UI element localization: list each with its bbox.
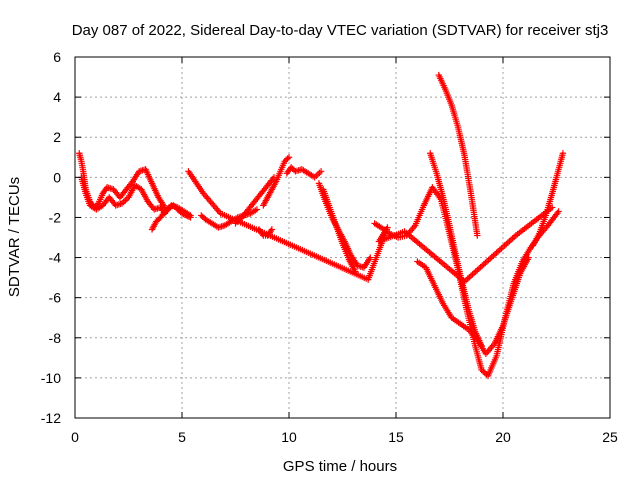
- data-point: [253, 206, 261, 213]
- series-early-a: [76, 150, 169, 211]
- data-point: [503, 240, 510, 248]
- y-tick-label: -6: [49, 290, 62, 306]
- series-late-rise: [529, 150, 567, 249]
- data-point: [470, 269, 478, 277]
- data-point: [496, 246, 503, 254]
- data-point: [165, 204, 173, 211]
- y-tick-label: 2: [53, 129, 61, 145]
- series-high-drop: [435, 71, 481, 239]
- data-point: [488, 253, 495, 261]
- tick-labels: 0 5 10 15 20 25 -12 -10 -8 -6 -4 -2 0 2 4 6: [41, 49, 618, 445]
- data-point: [316, 169, 323, 177]
- axis-ticks: [74, 56, 611, 419]
- data-point: [483, 258, 491, 265]
- data-point: [122, 197, 129, 204]
- series-decline-2: [320, 186, 359, 275]
- data-point: [467, 272, 475, 280]
- data-point: [317, 168, 325, 175]
- x-tick-label: 0: [71, 429, 79, 445]
- data-point: [187, 214, 194, 221]
- x-axis-label: GPS time / hours: [283, 458, 397, 475]
- data-point: [464, 275, 471, 282]
- data-point: [185, 213, 193, 220]
- data-point: [559, 150, 567, 157]
- y-axis-label: SDTVAR / TECUs: [6, 177, 23, 297]
- y-tick-label: 0: [53, 169, 61, 185]
- y-tick-label: -2: [49, 209, 62, 225]
- data-point: [184, 212, 191, 220]
- grid: [75, 57, 610, 418]
- y-tick-label: -8: [49, 330, 62, 346]
- data-point: [183, 212, 190, 219]
- data-point: [466, 274, 473, 281]
- data-point: [504, 239, 512, 246]
- series-lower-band: [414, 254, 532, 358]
- x-tick-label: 10: [281, 429, 297, 445]
- data-point: [285, 154, 293, 161]
- series-early-b: [78, 174, 194, 219]
- x-tick-label: 5: [178, 429, 186, 445]
- y-tick-label: 6: [53, 49, 61, 65]
- data-point: [480, 261, 487, 268]
- data-point: [475, 265, 483, 272]
- chart-title: Day 087 of 2022, Sidereal Day-to-day VTE…: [72, 22, 609, 39]
- data-point: [493, 249, 500, 256]
- x-tick-label: 20: [495, 429, 511, 445]
- series-scattered: [185, 168, 556, 285]
- y-tick-label: -4: [49, 250, 62, 266]
- data-point: [477, 264, 484, 271]
- data-point: [482, 259, 489, 267]
- data-point: [498, 245, 505, 252]
- series-noon-rise: [232, 174, 278, 227]
- plot-frame: [74, 56, 611, 419]
- data-point: [481, 369, 489, 377]
- data-point: [549, 204, 556, 211]
- series-pre-ten: [260, 154, 293, 209]
- data-point: [486, 255, 494, 262]
- data-point: [118, 200, 126, 207]
- data-point: [472, 268, 479, 275]
- data-point: [494, 248, 502, 255]
- y-tick-label: -12: [41, 410, 61, 426]
- data-point: [506, 238, 513, 245]
- y-tick-label: -10: [41, 370, 61, 386]
- data-point: [180, 210, 187, 218]
- data-point: [367, 254, 374, 261]
- data-point: [474, 266, 481, 274]
- data-point: [284, 155, 291, 162]
- data-point: [313, 172, 320, 180]
- y-tick-label: 4: [53, 89, 61, 105]
- data-point: [525, 254, 532, 261]
- data-points: [76, 71, 567, 380]
- series-plateau: [283, 164, 325, 181]
- data-point: [491, 251, 499, 258]
- data-point: [507, 236, 515, 244]
- data-point: [499, 243, 507, 251]
- data-point: [501, 242, 508, 249]
- data-point: [168, 202, 176, 210]
- data-point: [474, 232, 481, 239]
- data-point: [268, 226, 276, 233]
- x-tick-label: 15: [388, 429, 404, 445]
- data-point: [478, 262, 486, 269]
- series-early-c: [148, 202, 194, 233]
- data-point: [181, 211, 189, 218]
- data-point: [178, 210, 186, 217]
- data-point: [509, 235, 516, 242]
- data-point: [469, 271, 476, 278]
- x-tick-label: 25: [602, 429, 618, 445]
- data-point: [555, 208, 562, 215]
